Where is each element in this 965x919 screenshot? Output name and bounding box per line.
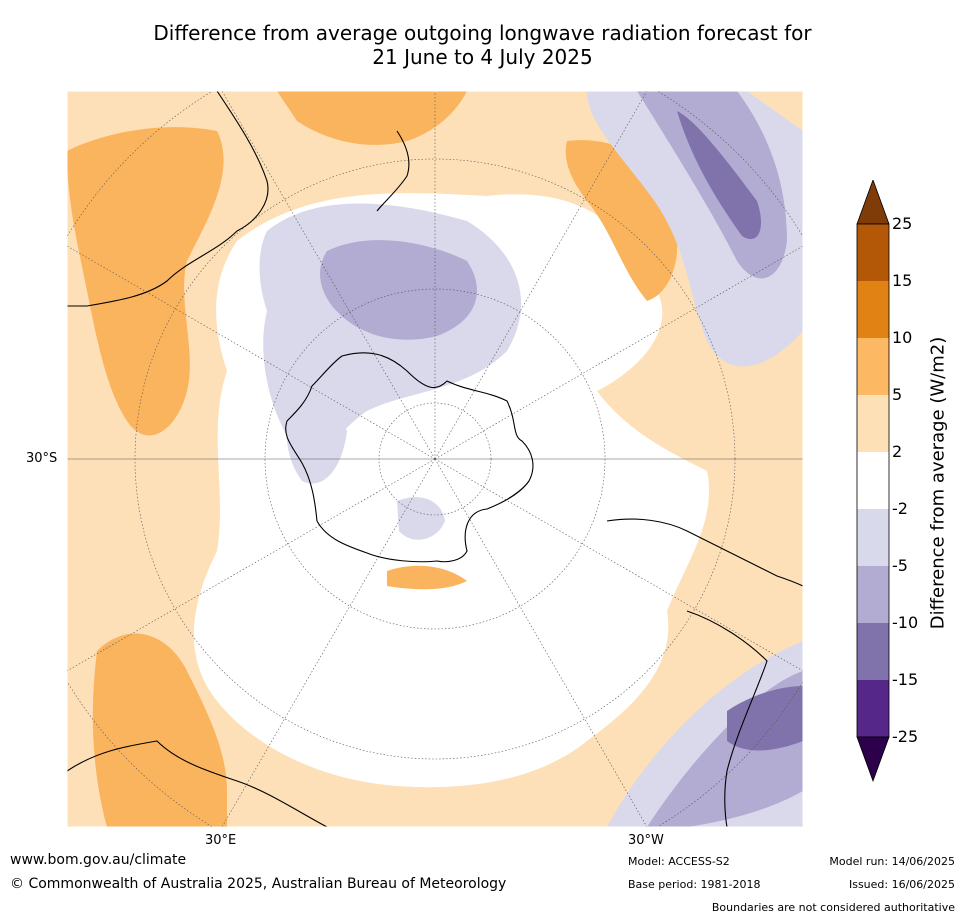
colorbar-tick-label: 2 bbox=[892, 442, 903, 461]
colorbar-swatch bbox=[857, 338, 889, 395]
anomaly-purple-light-west bbox=[286, 407, 347, 484]
colorbar-swatch bbox=[857, 395, 889, 452]
colorbar-swatch bbox=[857, 623, 889, 680]
colorbar-swatch bbox=[857, 509, 889, 566]
title-line-2: 21 June to 4 July 2025 bbox=[372, 45, 593, 69]
colorbar-tick-label: 25 bbox=[892, 214, 913, 233]
anomaly-purple-dark-ne bbox=[677, 111, 762, 240]
colorbar-swatch bbox=[857, 566, 889, 623]
colorbar-tick-label: -2 bbox=[892, 499, 908, 518]
south-america-coast-2 bbox=[686, 610, 768, 827]
anomaly-purple-light-south bbox=[397, 497, 445, 540]
colorbar-tick-label: 15 bbox=[892, 271, 913, 290]
colorbar-label: Difference from average (W/m2) bbox=[927, 336, 949, 630]
colorbar-tick-label: 5 bbox=[892, 385, 903, 404]
anomaly-orange-sw bbox=[92, 633, 227, 827]
footer-model-run: Model run: 14/06/2025 bbox=[829, 855, 955, 868]
colorbar-swatch bbox=[857, 281, 889, 338]
footer-disclaimer: Boundaries are not considered authoritat… bbox=[711, 901, 955, 914]
africa-coast bbox=[67, 740, 328, 827]
anomaly-purple-dark-se bbox=[727, 686, 803, 751]
title-line-1: Difference from average outgoing longwav… bbox=[153, 21, 812, 45]
footer-model: Model: ACCESS-S2 bbox=[628, 855, 730, 868]
polar-map bbox=[67, 91, 803, 827]
lat-label-30s: 30°S bbox=[26, 451, 58, 466]
colorbar-extend-top bbox=[856, 180, 890, 225]
colorbar-extend-bottom bbox=[856, 736, 890, 783]
colorbar-tick-label: -5 bbox=[892, 556, 908, 575]
south-america-coast bbox=[606, 518, 803, 587]
colorbar-tick-label: -25 bbox=[892, 727, 919, 746]
anomaly-orange-north bbox=[277, 91, 467, 145]
colorbar-swatch bbox=[857, 680, 889, 737]
colorbar-swatches bbox=[856, 180, 890, 783]
lon-label-30w: 30°W bbox=[628, 833, 664, 848]
anomaly-orange-west bbox=[67, 127, 224, 436]
anomaly-purple-mid-center bbox=[320, 240, 477, 340]
colorbar-swatch bbox=[857, 224, 889, 281]
colorbar bbox=[856, 180, 890, 783]
colorbar-tick-label: -10 bbox=[892, 613, 919, 632]
chart-title: Difference from average outgoing longwav… bbox=[0, 21, 965, 69]
australia-coast bbox=[67, 91, 269, 307]
colorbar-tick-label: 10 bbox=[892, 328, 913, 347]
new-zealand-coast bbox=[376, 130, 410, 212]
footer-issued: Issued: 16/06/2025 bbox=[848, 878, 955, 891]
footer-url: www.bom.gov.au/climate bbox=[10, 852, 187, 868]
footer-base-period: Base period: 1981-2018 bbox=[628, 878, 761, 891]
antarctica-outline bbox=[285, 352, 534, 563]
coastlines bbox=[67, 91, 803, 827]
anomaly-orange-south bbox=[387, 565, 467, 590]
lon-label-30e: 30°E bbox=[205, 833, 237, 848]
footer-copyright: © Commonwealth of Australia 2025, Austra… bbox=[10, 876, 507, 892]
colorbar-tick-label: -15 bbox=[892, 670, 919, 689]
colorbar-swatch bbox=[857, 452, 889, 509]
